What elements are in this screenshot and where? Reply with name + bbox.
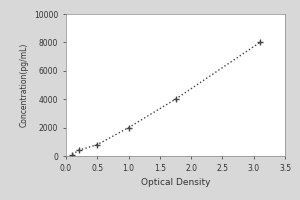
X-axis label: Optical Density: Optical Density (141, 178, 210, 187)
Y-axis label: Concentration(pg/mL): Concentration(pg/mL) (20, 43, 28, 127)
